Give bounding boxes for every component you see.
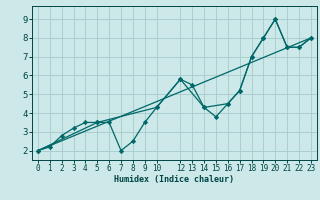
X-axis label: Humidex (Indice chaleur): Humidex (Indice chaleur) — [115, 175, 234, 184]
